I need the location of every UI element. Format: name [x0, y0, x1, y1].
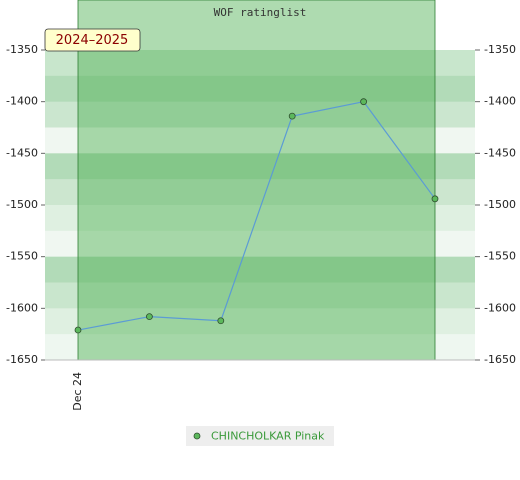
data-point — [145, 313, 153, 321]
background-band — [45, 75, 475, 103]
axes: -1650 -1650 -1600 -1600 -1550 -1550 -1500 -1500… — [6, 43, 516, 411]
background-band — [45, 127, 475, 154]
y-tick-label: -1600 — [6, 301, 38, 314]
y2-tick-label: -1550 — [484, 250, 516, 263]
y2-tick-label: -1600 — [484, 301, 516, 314]
period-region — [77, 0, 436, 361]
period-label: 2024–2025 — [56, 33, 129, 48]
plot-background — [45, 50, 475, 361]
series — [74, 98, 439, 334]
y-tick-label: -1400 — [6, 95, 38, 108]
y2-tick-label: -1650 — [484, 353, 516, 366]
y2-tick-label: -1400 — [484, 95, 516, 108]
period-label-box — [44, 28, 141, 52]
series-line — [77, 101, 436, 331]
data-point — [74, 326, 82, 334]
data-point — [360, 98, 368, 106]
background-band — [45, 153, 475, 180]
y2-tick-label: -1350 — [484, 43, 516, 56]
y2-tick-label: -1450 — [484, 146, 516, 159]
legend-marker — [193, 432, 201, 440]
y-tick-label: -1650 — [6, 353, 38, 366]
background-band — [45, 334, 475, 361]
y-tick-label: -1350 — [6, 43, 38, 56]
period-shading — [77, 0, 436, 361]
background-band — [45, 101, 475, 128]
background-band — [45, 282, 475, 309]
background-band — [45, 256, 475, 283]
y-tick-label: -1500 — [6, 198, 38, 211]
y-tick-label: -1550 — [6, 250, 38, 263]
data-point — [217, 317, 225, 325]
data-point — [431, 195, 439, 203]
background-band — [45, 308, 475, 335]
legend-label: CHINCHOLKAR Pinak — [211, 430, 325, 443]
chart-title: WOF ratinglist — [214, 6, 307, 19]
y2-tick-label: -1500 — [484, 198, 516, 211]
x-tick-label: Dec 24 — [71, 372, 84, 411]
background-band — [45, 50, 475, 77]
background-band — [45, 230, 475, 258]
legend — [186, 426, 334, 446]
data-point — [288, 112, 296, 120]
y-tick-label: -1450 — [6, 146, 38, 159]
background-band — [45, 179, 475, 206]
